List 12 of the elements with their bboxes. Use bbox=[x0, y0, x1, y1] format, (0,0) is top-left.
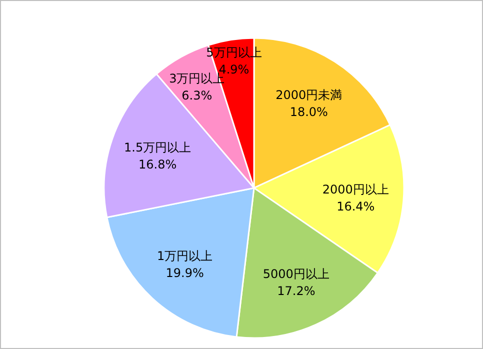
slice-label: 1万円以上 bbox=[157, 248, 213, 263]
data-label: 4.9% bbox=[218, 62, 250, 77]
data-label: 19.9% bbox=[166, 266, 204, 280]
data-label: 16.8% bbox=[138, 158, 177, 172]
data-label: 6.3% bbox=[182, 88, 212, 103]
slice-label: 1.5万円以上 bbox=[124, 140, 192, 155]
data-label: 18.0% bbox=[290, 105, 328, 120]
slice-label: 2000円未満 bbox=[276, 88, 342, 102]
slice-label: 5000円以上 bbox=[262, 266, 330, 281]
slice-label: 2000円以上 bbox=[322, 182, 389, 197]
data-label: 16.4% bbox=[336, 200, 375, 214]
data-label: 17.2% bbox=[277, 284, 316, 298]
